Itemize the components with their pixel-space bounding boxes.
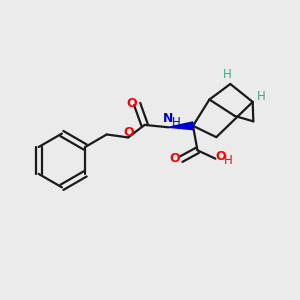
Text: O: O [169,152,180,165]
Text: O: O [127,97,137,110]
Text: N: N [163,112,173,125]
Text: H: H [257,90,266,103]
Polygon shape [169,122,193,130]
Text: H: H [224,154,232,167]
Text: O: O [215,150,226,163]
Text: O: O [124,126,134,139]
Text: H: H [172,116,180,129]
Text: H: H [223,68,232,81]
